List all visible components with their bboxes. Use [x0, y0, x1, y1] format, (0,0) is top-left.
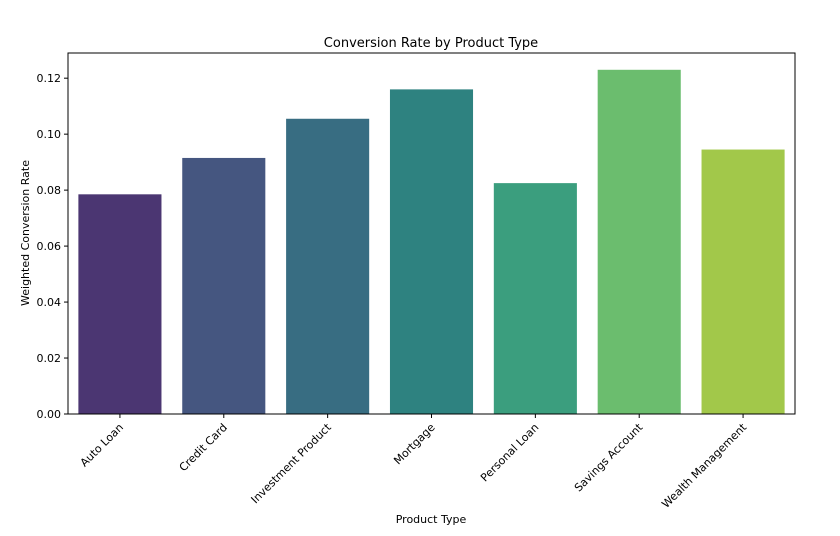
- plot-frame: [67, 52, 796, 415]
- y-ticks: 0.00 0.02 0.04 0.06 0.08 0.10 0.12: [37, 72, 68, 421]
- y-tick-label: 0.08: [37, 184, 62, 197]
- y-tick-label: 0.12: [37, 72, 62, 85]
- x-tick-label: Mortgage: [391, 421, 438, 468]
- x-tick-label: Investment Product: [249, 420, 335, 506]
- bar-auto-loan: [78, 194, 162, 414]
- y-tick-label: 0.00: [37, 408, 62, 421]
- bar-investment-product: [286, 118, 370, 415]
- bar-wealth-management: [701, 149, 785, 414]
- y-tick-label: 0.02: [37, 352, 62, 365]
- x-tick-label: Credit Card: [177, 421, 230, 474]
- x-tick-label: Wealth Management: [659, 420, 749, 510]
- y-tick-label: 0.04: [37, 296, 62, 309]
- x-tick-label: Personal Loan: [478, 421, 541, 484]
- y-axis-label: Weighted Conversion Rate: [19, 160, 32, 306]
- x-ticks: Auto Loan Credit Card Investment Product Mo…: [78, 414, 750, 511]
- y-tick-label: 0.10: [37, 128, 62, 141]
- y-tick-label: 0.06: [37, 240, 62, 253]
- bar-credit-card: [182, 157, 266, 414]
- x-tick-label: Auto Loan: [78, 421, 126, 469]
- bar-personal-loan: [493, 183, 577, 414]
- x-axis-label: Product Type: [396, 513, 467, 526]
- chart-title: Conversion Rate by Product Type: [324, 36, 538, 51]
- bar-savings-account: [597, 69, 681, 414]
- bar-mortgage: [389, 89, 474, 414]
- bars-group: [78, 69, 785, 415]
- x-tick-label: Savings Account: [572, 420, 646, 494]
